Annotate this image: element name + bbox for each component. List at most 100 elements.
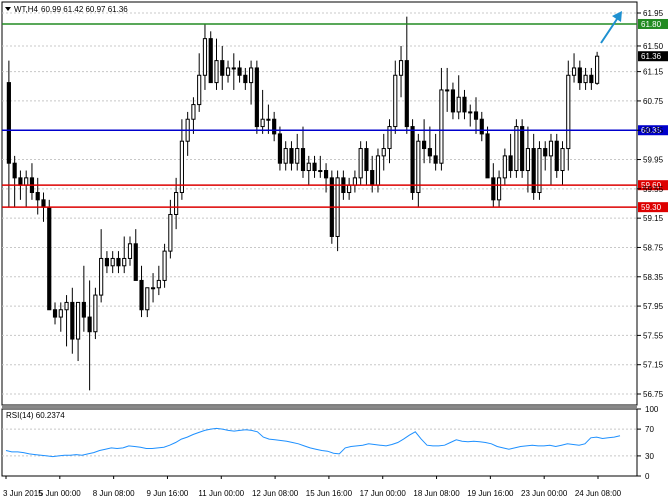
candle-body (162, 250, 167, 281)
candle-body (548, 140, 554, 157)
candle-body (116, 257, 121, 267)
candle-body (174, 192, 179, 215)
candle-body (99, 257, 104, 296)
candle-body (231, 67, 236, 70)
candle-body (537, 148, 542, 194)
candle-body (145, 287, 150, 311)
time-tick-label: 23 Jun 00:00 (521, 489, 568, 498)
candle-body (214, 60, 219, 84)
candle-body (47, 206, 52, 311)
level-tag-label: 59.30 (641, 203, 662, 212)
price-tick-label: 58.35 (643, 273, 664, 282)
ohlc-readout: 60.99 61.42 60.97 61.36 (41, 5, 128, 14)
rsi-tick-label: 100 (645, 405, 659, 414)
candle-body (249, 67, 254, 84)
candle-body (58, 309, 63, 318)
trend-arrow-head (612, 11, 622, 22)
candle-body (445, 89, 450, 92)
candle-body (208, 38, 213, 84)
candle-body (514, 126, 519, 172)
price-tick-label: 59.95 (643, 156, 664, 165)
rsi-frame (1, 408, 638, 477)
candle-body (260, 118, 265, 128)
time-tick-label: 17 Jun 00:00 (360, 489, 407, 498)
candle-body (560, 148, 565, 172)
candle-body (202, 38, 208, 76)
candle-body (70, 301, 75, 340)
candle-body (479, 118, 484, 135)
candle-body (468, 111, 473, 114)
price-axis: 61.95 61.50 61.15 60.75 60.35 59.95 59.55 59.15… (637, 9, 664, 399)
candle-body (456, 96, 461, 113)
price-tick-label: 61.15 (643, 68, 664, 77)
time-tick-label: 15 Jun 16:00 (306, 489, 353, 498)
candle-body (450, 89, 456, 113)
candle-body (571, 67, 577, 76)
candle-body (427, 148, 432, 157)
candle-body (110, 257, 115, 267)
candle-body (283, 148, 288, 164)
candle-body (133, 243, 138, 281)
rsi-label: RSI(14) 60.2374 (6, 411, 65, 420)
time-tick-label: 9 Jun 16:00 (147, 489, 189, 498)
candle-body (595, 55, 600, 84)
candle-body (41, 199, 46, 208)
price-tick-label: 61.50 (643, 42, 664, 51)
grid (1, 1, 638, 406)
candle-body (416, 140, 421, 194)
candles (6, 16, 600, 391)
candle-body (295, 148, 300, 164)
candle-body (243, 74, 248, 84)
time-tick-label: 24 Jun 08:00 (575, 489, 622, 498)
candle-body (150, 287, 156, 290)
candle-body (347, 184, 352, 194)
candle-body (439, 89, 444, 164)
candle-body (300, 148, 306, 172)
price-tick-label: 56.75 (643, 390, 664, 399)
price-tick-label: 57.55 (643, 331, 664, 340)
levels: 61.80 60.35 59.60 59.30 61.36 (2, 11, 668, 213)
rsi-tick-label: 70 (645, 425, 654, 434)
price-tick-label: 59.55 (643, 185, 664, 194)
candle-body (370, 170, 375, 186)
current-price-tag (638, 51, 668, 62)
time-tick-label: 3 Jun 2015 (3, 489, 43, 498)
price-tick-label: 57.15 (643, 361, 664, 370)
candle-body (410, 126, 415, 194)
time-tick-label: 12 Jun 08:00 (252, 489, 299, 498)
price-tick-label: 57.95 (643, 302, 664, 311)
candle-body (462, 96, 467, 113)
candle-body (237, 67, 242, 76)
candle-body (104, 257, 110, 267)
symbol-dropdown-icon[interactable] (5, 7, 11, 11)
candle-body (81, 301, 86, 318)
candle-body (197, 74, 202, 106)
candle-body (543, 148, 548, 157)
candle-body (387, 126, 392, 150)
candle-body (64, 301, 69, 311)
candle-body (422, 140, 427, 150)
price-tick-label: 58.75 (643, 243, 664, 252)
candle-body (156, 279, 161, 289)
candle-body (491, 177, 496, 201)
candle-body (225, 67, 231, 76)
candle-body (272, 118, 277, 135)
candle-body (18, 177, 23, 186)
current-price-label: 61.36 (641, 52, 662, 61)
candle-body (289, 148, 294, 164)
candle-body (122, 257, 127, 267)
candle-body (364, 148, 369, 172)
candle-body (87, 316, 92, 333)
candle-body (312, 162, 317, 172)
candle-body (433, 155, 438, 164)
candle-body (12, 162, 17, 179)
time-tick-label: 8 Jun 08:00 (93, 489, 135, 498)
candle-body (589, 74, 594, 84)
level-tag (638, 18, 668, 29)
candle-body (381, 148, 386, 157)
candle-body (393, 74, 398, 128)
rsi-tick-label: 0 (645, 472, 650, 481)
